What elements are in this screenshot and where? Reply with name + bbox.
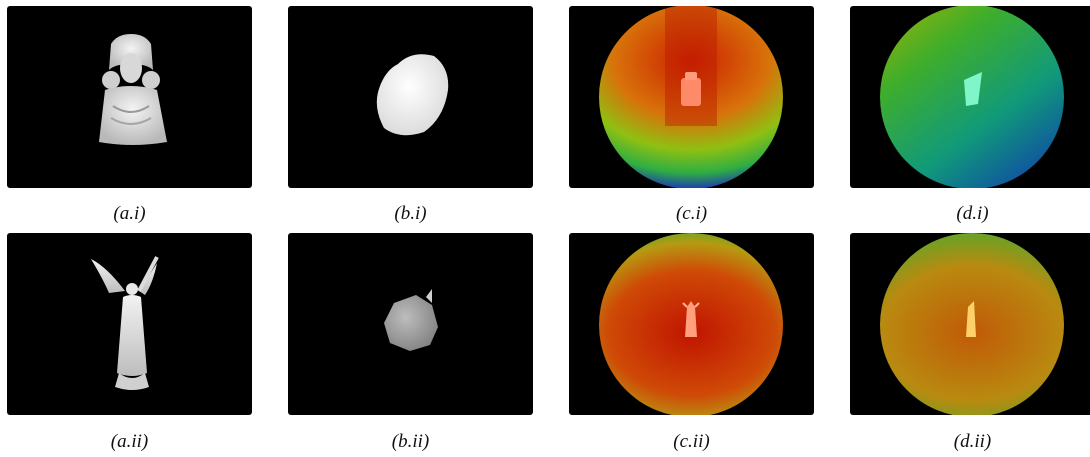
caption-a-ii: (a.ii) [110, 431, 149, 452]
bust-render [99, 34, 167, 145]
panel-b-ii [288, 233, 533, 415]
caption-c-ii: (c.ii) [673, 431, 710, 452]
caption-d-ii: (d.ii) [953, 431, 992, 452]
panel-b-i [288, 6, 533, 188]
panel-a-ii [7, 233, 252, 415]
panel-d-ii [850, 233, 1090, 415]
panel-c-i [569, 6, 814, 188]
blob-reconstruction [384, 289, 438, 351]
caption-c-i: (c.i) [675, 203, 708, 224]
panel-a-i [7, 6, 252, 188]
caption-a-i: (a.i) [113, 203, 146, 224]
sphere-heatmap [880, 233, 1064, 415]
caption-d-i: (d.i) [956, 203, 989, 224]
sphere-heatmap [599, 6, 783, 188]
caption-b-ii: (b.ii) [391, 431, 430, 452]
panel-c-ii [569, 233, 814, 415]
sphere-heatmap [880, 6, 1064, 188]
statue-render [91, 256, 159, 390]
sphere-heatmap [599, 233, 783, 415]
blob-reconstruction [376, 54, 449, 136]
caption-b-i: (b.i) [394, 203, 427, 224]
panel-d-i [850, 6, 1090, 188]
